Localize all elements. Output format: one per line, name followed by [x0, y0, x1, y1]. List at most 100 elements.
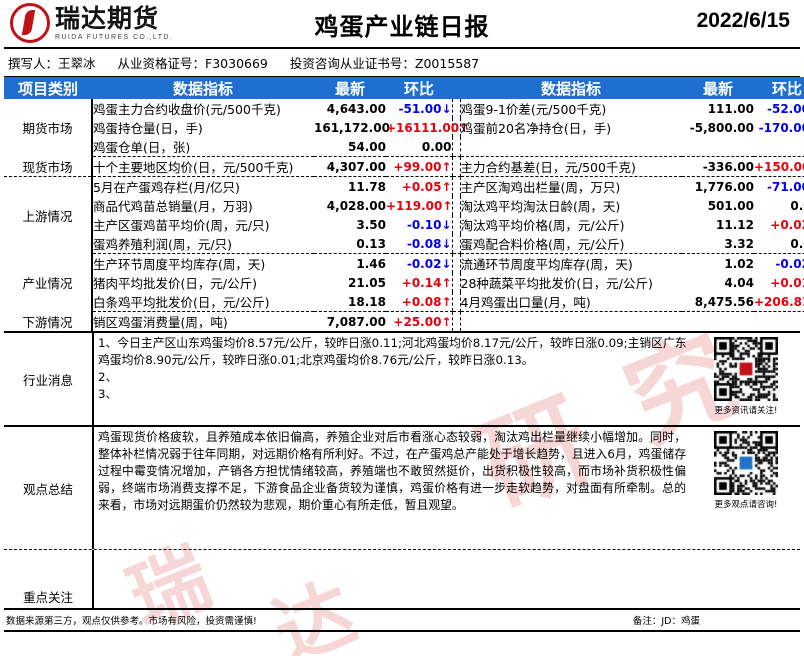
col-header-indicator-left: 数据指标	[92, 77, 314, 99]
change-left: +119.00↑	[386, 198, 453, 213]
industry-news-block: 行业消息 1、今日主产区山东鸡蛋均价8.57元/公斤，较昨日涨0.11;河北鸡蛋…	[4, 331, 800, 425]
indicator-right: 淘汰鸡平均淘汰日龄(周，天)	[460, 199, 621, 214]
change-left: -0.08↓	[386, 234, 452, 254]
latest-right: 11.12	[716, 217, 754, 232]
byline-author: 撰写人：王翠冰	[8, 56, 96, 71]
latest-right: 1.02	[724, 256, 754, 271]
table-row: 白条鸡平均批发价(日，元/公斤) 18.18 +0.08↑ 4月鸡蛋出口量(月，吨) 8…	[4, 292, 804, 312]
data-table: 项目类别 数据指标 最新 环比 数据指标 最新 环比 期货市场 鸡蛋主力合约收盘价…	[4, 77, 804, 331]
focus-label: 重点关注	[4, 550, 94, 608]
latest-left: 3.50	[356, 217, 386, 232]
change-right: 0.00	[790, 198, 804, 213]
table-row: 猪肉平均批发价(日，元/公斤) 21.05 +0.14↑ 28种蔬菜平均批发价(日，元…	[4, 273, 804, 292]
column-spacer	[451, 311, 461, 331]
latest-right: -5,800.00	[689, 120, 754, 135]
column-spacer	[451, 234, 461, 254]
latest-right: -336.00	[682, 156, 754, 177]
table-row: 鸡蛋仓单(日，张) 54.00 0.00	[4, 137, 804, 157]
report-date: 2022/6/15	[696, 9, 790, 32]
industry-news-text: 1、今日主产区山东鸡蛋均价8.57元/公斤，较昨日涨0.11;河北鸡蛋均价8.1…	[98, 333, 692, 425]
news-line: 3、	[98, 387, 118, 401]
change-left: +0.05↑	[401, 179, 452, 194]
latest-right	[682, 312, 754, 332]
indicator-right: 流通环节周度平均库存(周，天)	[460, 257, 633, 272]
column-spacer	[451, 273, 461, 292]
col-header-latest-left: 最新	[314, 77, 386, 99]
indicator-left: 销区鸡蛋消费量(周，吨)	[93, 315, 228, 330]
latest-right: 3.32	[682, 234, 754, 254]
footer-divider-top	[4, 608, 800, 610]
view-qr-code[interactable]	[714, 431, 778, 495]
byline: 撰写人：王翠冰 从业资格证号：F3030669 投资咨询从业证书号：Z00155…	[0, 49, 804, 76]
latest-right: 1,776.00	[694, 179, 754, 194]
indicator-right	[460, 137, 682, 157]
latest-right: 8,475.56	[682, 292, 754, 312]
view-qr-caption: 更多观点请咨询!	[714, 500, 778, 510]
table-row: 上游情况 5月在产蛋鸡存栏(月/亿只) 11.78 +0.05↑ 主产区淘鸡出栏量(周，…	[4, 176, 804, 254]
latest-left: 4,307.00	[314, 156, 386, 177]
column-spacer	[451, 196, 461, 215]
indicator-left: 主产区蛋鸡苗平均价(周，元/只)	[93, 218, 270, 233]
change-right: +206.81↑	[754, 292, 804, 312]
change-right: +150.00↑	[754, 156, 804, 177]
table-row: 蛋鸡养殖利润(周，元/只) 0.13 -0.08↓ 蛋鸡配合料价格(周，元/公斤) 3.…	[4, 234, 804, 254]
indicator-right: 蛋鸡配合料价格(周，元/公斤)	[460, 234, 682, 254]
change-left: -0.10↓	[406, 217, 452, 232]
indicator-left: 生产环节周度平均库存(周，天)	[93, 257, 266, 272]
news-qr-caption: 更多资讯请关注!	[714, 406, 778, 416]
view-summary-label: 观点总结	[4, 427, 94, 549]
column-spacer	[451, 118, 461, 137]
indicator-right: 主产区淘鸡出栏量(周，万只)	[460, 180, 621, 195]
table-body: 期货市场 鸡蛋主力合约收盘价(元/500千克) 4,643.00 -51.00↓ 鸡蛋9…	[4, 99, 804, 331]
indicator-left: 白条鸡平均批发价(日，元/公斤)	[92, 292, 314, 312]
change-right: 0.00	[754, 234, 804, 254]
byline-qualification: 从业资格证号：F3030669	[117, 56, 268, 71]
indicator-left: 鸡蛋主力合约收盘价(元/500千克)	[93, 102, 281, 117]
page-header: 瑞达期货 RUIDA FUTURES CO.,LTD. 鸡蛋产业链日报 2022…	[0, 0, 804, 47]
news-qr-code[interactable]	[714, 337, 778, 401]
table-row: 鸡蛋持仓量(日，手) 161,172.00 +16111.00↑ 鸡蛋前20名净持仓(…	[4, 118, 804, 137]
table-row: 现货市场 十个主要地区均价(日，元/500千克) 4,307.00 +99.00↑ 主力…	[4, 156, 804, 177]
table-row: 主产区蛋鸡苗平均价(周，元/只) 3.50 -0.10↓ 淘汰鸡平均价格(周，元/公斤…	[4, 215, 804, 234]
indicator-left: 5月在产蛋鸡存栏(月/亿只)	[93, 180, 240, 195]
ruida-logo-icon	[10, 3, 50, 43]
column-spacer	[451, 156, 461, 177]
change-left: +99.00↑	[386, 156, 452, 177]
column-spacer	[451, 176, 461, 196]
change-right: -52.00↓	[767, 101, 804, 116]
indicator-left: 商品代鸡苗总销量(月，万羽)	[93, 199, 253, 214]
page-footer: 数据来源第三方，观点仅供参考。市场有风险，投资需谨慎! 备注：JD：鸡蛋	[4, 610, 800, 630]
change-right: -0.02↓	[775, 256, 804, 271]
view-summary-block: 观点总结 鸡蛋现货价格疲软，且养殖成本依旧偏高，养殖企业对后市看涨心态较弱，淘汰…	[4, 425, 800, 549]
indicator-right: 主力合约基差(日，元/500千克)	[460, 156, 682, 177]
row-category: 下游情况	[4, 311, 93, 331]
byline-divider	[4, 76, 800, 77]
page-title: 鸡蛋产业链日报	[314, 13, 490, 41]
indicator-left: 蛋鸡养殖利润(周，元/只)	[92, 234, 314, 254]
latest-left: 7,087.00	[326, 314, 386, 329]
indicator-left: 十个主要地区均价(日，元/500千克)	[92, 156, 314, 177]
latest-left: 1.46	[356, 256, 386, 271]
footer-disclaimer: 数据来源第三方，观点仅供参考。市场有风险，投资需谨慎!	[6, 616, 257, 627]
change-right	[754, 312, 804, 332]
indicator-right: 28种蔬菜平均批发价(日，元/公斤)	[460, 276, 653, 291]
footer-remark: 备注：JD：鸡蛋	[632, 616, 700, 627]
indicator-right: 鸡蛋9-1价差(元/500千克)	[460, 102, 607, 117]
col-header-change-left: 环比	[386, 77, 452, 99]
header-divider	[4, 47, 800, 49]
news-line: 1、今日主产区山东鸡蛋均价8.57元/公斤，较昨日涨0.11;河北鸡蛋均价8.1…	[98, 336, 687, 367]
table-row: 期货市场 鸡蛋主力合约收盘价(元/500千克) 4,643.00 -51.00↓ 鸡蛋9…	[4, 99, 804, 157]
footer-divider-bottom	[4, 630, 800, 632]
change-right: -170.00↓	[758, 120, 804, 135]
change-left: -51.00↓	[398, 101, 452, 116]
news-qr-column: 更多资讯请关注!	[692, 333, 800, 425]
table-row: 商品代鸡苗总销量(月，万羽) 4,028.00 +119.00↑ 淘汰鸡平均淘汰日龄(…	[4, 196, 804, 215]
byline-consulting: 投资咨询从业证书号：Z0015587	[289, 56, 480, 71]
col-header-category: 项目类别	[4, 77, 92, 99]
indicator-left: 鸡蛋持仓量(日，手)	[93, 121, 203, 136]
column-spacer	[451, 215, 461, 234]
indicator-right: 淘汰鸡平均价格(周，元/公斤)	[460, 218, 625, 233]
indicator-right: 4月鸡蛋出口量(月，吨)	[460, 292, 682, 312]
latest-left: 4,643.00	[326, 101, 386, 116]
